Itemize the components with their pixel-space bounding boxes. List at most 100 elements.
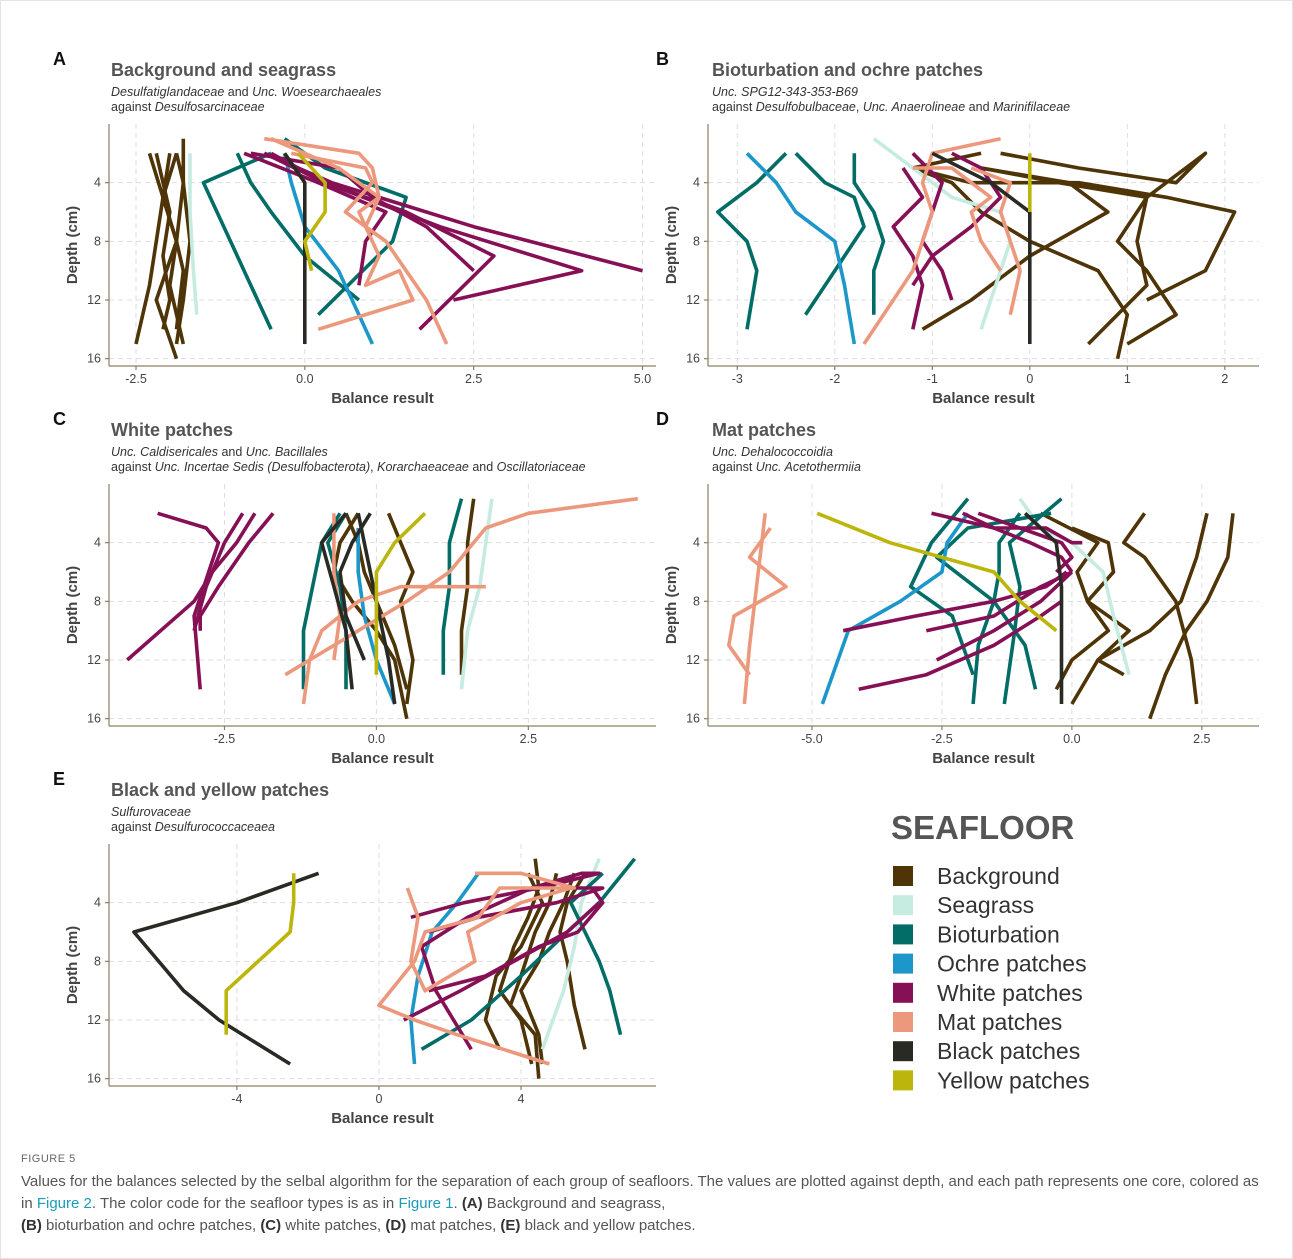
series-line-background <box>332 512 409 720</box>
caption-c-text: white patches, <box>281 1217 386 1234</box>
series-line-background <box>1148 513 1235 720</box>
series-line-black-patches <box>1023 511 1064 704</box>
x-tick-label: 0 <box>375 1092 382 1106</box>
x-axis-label: Balance result <box>932 750 1035 767</box>
legend-label-white-patches: White patches <box>937 980 1083 1006</box>
y-tick-label: 16 <box>87 712 101 726</box>
series-line-seagrass <box>872 137 1013 330</box>
caption-e-text: black and yellow patches. <box>520 1217 696 1234</box>
y-tick-label: 4 <box>693 176 700 190</box>
series-line-white-patches <box>428 886 605 993</box>
y-axis-label: Depth (cm) <box>64 566 81 644</box>
series-line-bioturbation <box>420 857 637 1051</box>
figure-1-link[interactable]: Figure 1 <box>398 1195 454 1212</box>
x-tick-label: 2.5 <box>1193 732 1210 746</box>
x-tick-label: 0.0 <box>296 372 313 386</box>
y-tick-label: 16 <box>686 712 700 726</box>
series-line-background <box>168 152 186 345</box>
series-line-background <box>1000 151 1208 346</box>
figure-svg: A Background and seagrass Desulfatiglandac… <box>53 49 1259 1127</box>
y-tick-label: 8 <box>94 954 101 968</box>
legend-swatch-seagrass <box>893 895 913 916</box>
x-tick-label: 1 <box>1124 372 1131 386</box>
caption-b-label: (B) <box>21 1217 42 1234</box>
series-line-white-patches <box>961 511 1074 574</box>
legend-label-bioturbation: Bioturbation <box>937 921 1060 947</box>
series-line-mat-patches <box>332 513 342 661</box>
series-line-yellow-patches <box>224 873 296 1035</box>
series-line-white-patches <box>935 570 1074 662</box>
caption-p2: . The color code for the seafloor types … <box>91 1195 399 1212</box>
y-tick-label: 12 <box>686 293 700 307</box>
x-axis-label: Balance result <box>331 390 434 407</box>
panel-e: E Black and yellow patches Sulfurovaceaeag… <box>53 769 656 1127</box>
y-tick-label: 8 <box>94 234 101 248</box>
x-tick-label: 2.5 <box>465 372 482 386</box>
x-tick-label: -1 <box>927 372 938 386</box>
series-line-bioturbation <box>715 152 788 330</box>
series-line-background <box>1070 512 1209 705</box>
series-line-white-patches <box>410 871 602 1051</box>
panel-title: Black and yellow patches <box>111 780 329 800</box>
series-line-mat-patches <box>862 136 1001 345</box>
y-tick-label: 12 <box>87 653 101 667</box>
series-line-black-patches <box>319 512 354 690</box>
series-line-mat-patches <box>264 136 415 332</box>
series-line-bioturbation <box>908 497 975 676</box>
x-tick-label: 0.0 <box>1063 732 1080 746</box>
series-line-mat-patches <box>912 166 1003 272</box>
panel-title: White patches <box>111 420 233 440</box>
y-tick-label: 8 <box>693 234 700 248</box>
y-tick-label: 4 <box>94 176 101 190</box>
caption-d-label: (D) <box>385 1217 407 1234</box>
legend: SEAFLOOR Background Seagrass Bioturbation Oc… <box>891 809 1090 1093</box>
panel-letter: C <box>53 409 66 429</box>
series-line-mat-patches <box>377 871 577 1066</box>
series-line-white-patches <box>858 599 1063 692</box>
legend-swatch-mat-patches <box>893 1012 913 1032</box>
caption-a-text: Background and seagrass, <box>482 1195 666 1212</box>
figure-2-link[interactable]: Figure 2 <box>36 1195 92 1212</box>
y-tick-label: 4 <box>94 536 101 550</box>
panel-subtitle-2: against Unc. Acetothermiia <box>712 460 861 474</box>
series-line-mat-patches <box>742 513 767 705</box>
series-line-black-patches <box>132 871 320 1066</box>
x-tick-label: 5.0 <box>634 372 651 386</box>
panel-subtitle-2: against Unc. Incertae Sedis (Desulfobact… <box>111 460 586 474</box>
panel-subtitle-1: Unc. SPG12-343-353-B69 <box>712 85 858 99</box>
y-tick-label: 12 <box>87 1013 101 1027</box>
series-line-mat-patches <box>270 137 387 243</box>
caption-c-label: (C) <box>260 1217 282 1234</box>
panel-title: Mat patches <box>712 420 816 440</box>
series-line-yellow-patches <box>296 152 327 272</box>
panel-subtitle-1: Sulfurovaceae <box>111 805 191 819</box>
y-tick-label: 12 <box>686 653 700 667</box>
legend-label-ochre-patches: Ochre patches <box>937 951 1087 977</box>
x-tick-label: -2.5 <box>214 732 236 746</box>
y-axis-label: Depth (cm) <box>663 566 680 644</box>
y-axis-label: Depth (cm) <box>64 926 81 1004</box>
legend-title: SEAFLOOR <box>891 809 1075 846</box>
x-axis-label: Balance result <box>932 390 1035 407</box>
panel-title: Background and seagrass <box>111 60 336 80</box>
series-line-white-patches <box>925 570 1073 633</box>
series-line-white-patches <box>157 511 221 690</box>
y-tick-label: 12 <box>87 293 101 307</box>
panel-letter: A <box>53 49 66 69</box>
y-axis-label: Depth (cm) <box>663 206 680 284</box>
legend-swatch-ochre-patches <box>893 953 913 974</box>
y-tick-label: 4 <box>693 536 700 550</box>
x-tick-label: -5.0 <box>801 732 823 746</box>
series-line-black-patches <box>338 512 372 661</box>
panel-subtitle-2: against Desulfurococcaceaea <box>111 820 275 834</box>
legend-label-background: Background <box>937 863 1060 889</box>
series-line-white-patches <box>891 167 925 330</box>
series-line-bioturbation <box>971 512 1022 705</box>
caption-p3: . <box>453 1195 462 1212</box>
x-tick-label: 0 <box>1026 372 1033 386</box>
series-line-white-patches <box>198 512 275 631</box>
series-line-mat-patches <box>726 526 788 676</box>
series-line-mat-patches <box>301 584 486 705</box>
series-line-white-patches <box>911 151 1003 287</box>
